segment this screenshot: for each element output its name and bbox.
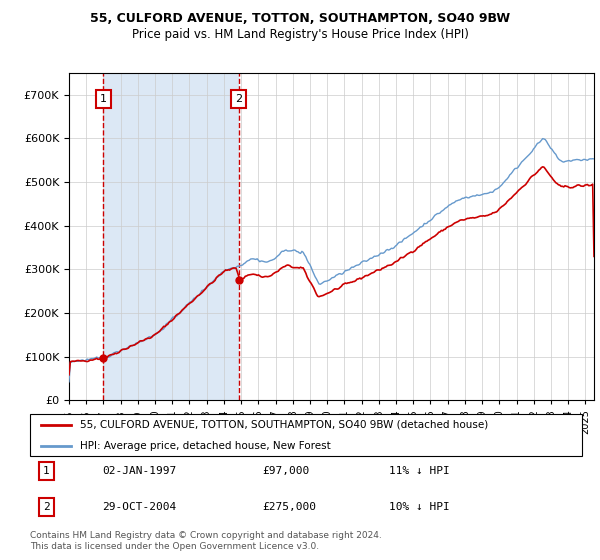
FancyBboxPatch shape (30, 414, 582, 456)
Text: 55, CULFORD AVENUE, TOTTON, SOUTHAMPTON, SO40 9BW (detached house): 55, CULFORD AVENUE, TOTTON, SOUTHAMPTON,… (80, 420, 488, 430)
Text: £275,000: £275,000 (262, 502, 316, 512)
Text: £97,000: £97,000 (262, 466, 309, 476)
Text: 29-OCT-2004: 29-OCT-2004 (102, 502, 176, 512)
Text: 1: 1 (43, 466, 50, 476)
Text: Contains HM Land Registry data © Crown copyright and database right 2024.: Contains HM Land Registry data © Crown c… (30, 531, 382, 540)
Text: 1: 1 (100, 94, 107, 104)
Text: 10% ↓ HPI: 10% ↓ HPI (389, 502, 449, 512)
Text: 2: 2 (43, 502, 50, 512)
Bar (104, 73, 238, 400)
Text: 2: 2 (235, 94, 242, 104)
Text: Price paid vs. HM Land Registry's House Price Index (HPI): Price paid vs. HM Land Registry's House … (131, 28, 469, 41)
Text: 02-JAN-1997: 02-JAN-1997 (102, 466, 176, 476)
Text: 55, CULFORD AVENUE, TOTTON, SOUTHAMPTON, SO40 9BW: 55, CULFORD AVENUE, TOTTON, SOUTHAMPTON,… (90, 12, 510, 25)
Text: 11% ↓ HPI: 11% ↓ HPI (389, 466, 449, 476)
Text: This data is licensed under the Open Government Licence v3.0.: This data is licensed under the Open Gov… (30, 542, 319, 551)
Text: HPI: Average price, detached house, New Forest: HPI: Average price, detached house, New … (80, 441, 331, 451)
